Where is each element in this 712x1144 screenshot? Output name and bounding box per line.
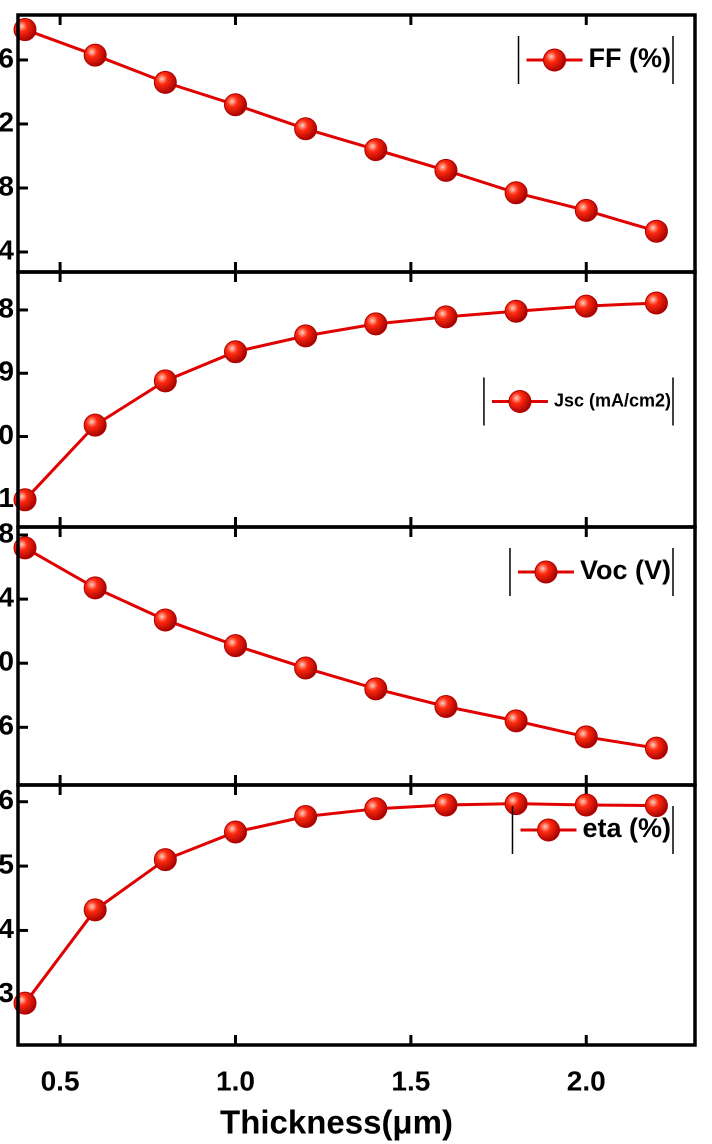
point-marker: [644, 794, 668, 818]
series-line: [24, 28, 657, 233]
y-tick-label: -29: [0, 356, 14, 387]
y-tick-label: 0.76: [0, 710, 14, 741]
point-marker: [223, 93, 247, 117]
legend-marker: [508, 390, 532, 413]
point-marker: [504, 181, 528, 205]
y-tick-label: 0.80: [0, 646, 14, 677]
point-marker: [364, 312, 388, 336]
legend-label: Voc (V): [580, 555, 671, 585]
point-marker: [294, 324, 318, 348]
point-marker: [153, 608, 177, 632]
point-marker: [434, 694, 458, 718]
point-marker: [153, 848, 177, 872]
point-marker: [83, 43, 107, 67]
y-tick-label: 86: [0, 42, 14, 73]
point-marker: [294, 656, 318, 680]
point-marker: [83, 576, 107, 600]
point-marker: [364, 677, 388, 701]
point-marker: [364, 138, 388, 162]
legend-label: FF (%): [589, 43, 671, 73]
point-marker: [294, 805, 318, 829]
legend-label: Jsc (mA/cm2): [554, 390, 671, 410]
legend-marker: [543, 48, 567, 72]
x-tick-label: 0.5: [41, 1065, 80, 1096]
y-tick-label: 82: [0, 106, 14, 137]
point-marker: [644, 219, 668, 243]
y-tick-label: 26: [0, 784, 14, 815]
series-line: [23, 802, 657, 1005]
point-marker: [574, 725, 598, 749]
legend-label: eta (%): [582, 813, 671, 843]
point-marker: [434, 793, 458, 817]
x-tick-label: 1.5: [391, 1065, 430, 1096]
point-marker: [294, 117, 318, 141]
point-marker: [223, 340, 247, 364]
point-marker: [504, 299, 528, 323]
x-tick-label: 2.0: [567, 1065, 606, 1096]
y-tick-label: 0.88: [0, 517, 14, 548]
point-marker: [223, 634, 247, 658]
point-marker: [574, 198, 598, 222]
y-tick-label: 0.84: [0, 582, 14, 613]
point-marker: [574, 793, 598, 817]
y-tick-label: 78: [0, 170, 14, 201]
point-marker: [364, 797, 388, 821]
x-tick-label: 1.0: [216, 1065, 255, 1096]
y-tick-label: 23: [0, 977, 14, 1008]
point-marker: [223, 820, 247, 844]
point-marker: [574, 294, 598, 318]
point-marker: [434, 158, 458, 182]
series-line: [23, 301, 657, 501]
point-marker: [644, 736, 668, 760]
x-axis-title: Thickness(μm): [220, 1104, 453, 1141]
point-marker: [83, 413, 107, 437]
panel-frame: [16, 783, 697, 1047]
y-tick-label: -30: [0, 419, 14, 450]
point-marker: [644, 291, 668, 315]
point-marker: [153, 70, 177, 94]
point-marker: [153, 369, 177, 393]
point-marker: [504, 709, 528, 733]
y-tick-label: 74: [0, 234, 14, 265]
y-tick-label: -28: [0, 292, 14, 323]
y-tick-label: -31: [0, 482, 14, 513]
y-tick-label: 24: [0, 913, 14, 944]
point-marker: [504, 792, 528, 816]
legend-marker: [534, 560, 558, 584]
series-line: [24, 546, 657, 750]
y-tick-label: 25: [0, 848, 14, 879]
legend-marker: [536, 818, 560, 842]
point-marker: [83, 898, 107, 922]
point-marker: [434, 305, 458, 329]
